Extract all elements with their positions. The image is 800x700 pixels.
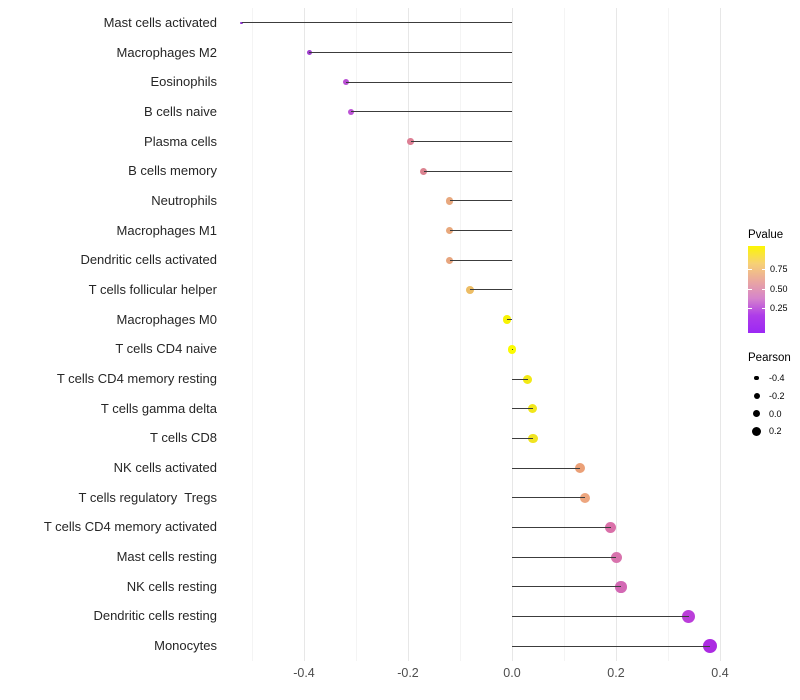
gridline-minor xyxy=(564,8,565,661)
lollipop-segment xyxy=(512,645,710,647)
lollipop-segment xyxy=(512,497,585,499)
category-label: Dendritic cells activated xyxy=(80,252,217,268)
category-label: B cells naive xyxy=(144,103,217,119)
gridline-minor xyxy=(252,8,253,661)
data-point xyxy=(615,581,627,593)
category-label: Neutrophils xyxy=(151,192,217,208)
pearson-legend-dot xyxy=(752,426,761,436)
gridline-minor xyxy=(460,8,461,661)
data-point xyxy=(528,433,538,444)
gridline-major xyxy=(304,8,305,661)
category-label: T cells CD8 xyxy=(150,430,217,446)
data-point xyxy=(523,374,533,384)
data-point xyxy=(528,404,538,414)
category-label: Mast cells resting xyxy=(116,549,217,565)
pearson-legend-title: Pearson xyxy=(748,352,791,364)
data-point xyxy=(702,639,717,654)
pvalue-tick-label: 0.25 xyxy=(770,303,788,313)
category-label: Macrophages M0 xyxy=(116,311,217,327)
pvalue-tick-label: 0.75 xyxy=(770,264,788,274)
pvalue-tick-label: 0.50 xyxy=(770,283,788,294)
pvalue-colorbar-tick-mark xyxy=(761,269,765,270)
category-label: Macrophages M1 xyxy=(116,222,217,238)
lollipop-segment xyxy=(512,586,622,588)
data-point xyxy=(574,463,585,474)
lollipop-segment xyxy=(512,348,513,350)
gridline-major xyxy=(408,8,409,661)
lollipop-segment xyxy=(423,170,512,172)
x-tick-label: -0.4 xyxy=(293,666,315,680)
pearson-legend-dot xyxy=(752,409,761,418)
category-label: NK cells resting xyxy=(126,578,217,594)
category-label: T cells gamma delta xyxy=(100,400,217,416)
pearson-legend-label: 0.2 xyxy=(769,426,782,436)
pvalue-colorbar-tick-mark xyxy=(761,308,765,309)
category-label: T cells CD4 naive xyxy=(115,341,217,357)
lollipop-segment xyxy=(449,200,512,202)
data-point xyxy=(682,609,696,623)
pearson-legend-label: -0.2 xyxy=(769,391,785,401)
lollipop-segment xyxy=(512,378,528,380)
lollipop-segment xyxy=(512,526,611,528)
pearson-legend-label: -0.4 xyxy=(769,373,785,383)
category-label: Eosinophils xyxy=(150,74,218,90)
lollipop-segment xyxy=(470,289,512,291)
gridline-minor xyxy=(356,8,357,661)
lollipop-segment xyxy=(506,319,512,321)
category-label: T cells CD4 memory activated xyxy=(43,519,217,535)
gridline-major xyxy=(512,8,513,661)
pvalue-legend-title: Pvalue xyxy=(748,229,784,241)
category-label: Mast cells activated xyxy=(103,14,217,30)
category-label: T cells CD4 memory resting xyxy=(56,371,217,387)
pvalue-colorbar-tick-mark xyxy=(748,288,752,290)
x-tick-label: 0.0 xyxy=(503,666,521,680)
category-label: Dendritic cells resting xyxy=(93,608,217,624)
data-point xyxy=(610,551,622,563)
lollipop-segment xyxy=(512,615,689,617)
lollipop-segment xyxy=(512,467,580,469)
x-tick-label: 0.4 xyxy=(711,666,729,680)
pearson-legend-dot xyxy=(754,375,759,381)
category-label: B cells memory xyxy=(128,163,217,179)
lollipop-segment xyxy=(449,259,512,261)
pvalue-colorbar-tick-mark xyxy=(761,288,765,290)
lollipop-segment xyxy=(512,408,533,410)
category-label: Monocytes xyxy=(154,638,217,654)
pvalue-colorbar-tick-mark xyxy=(748,269,752,270)
category-label: Plasma cells xyxy=(144,133,217,149)
lollipop-segment xyxy=(350,111,512,113)
lollipop-segment xyxy=(410,141,512,143)
lollipop-segment xyxy=(345,81,512,83)
category-label: Macrophages M2 xyxy=(116,44,217,60)
x-tick-label: 0.2 xyxy=(607,666,625,680)
category-label: T cells regulatory Tregs xyxy=(78,489,217,505)
gridline-minor xyxy=(668,8,669,661)
data-point xyxy=(579,492,591,503)
lollipop-segment xyxy=(512,556,616,558)
gridline-major xyxy=(720,8,721,661)
pearson-legend-label: 0.0 xyxy=(769,408,782,419)
lollipop-segment xyxy=(449,230,512,232)
lollipop-segment xyxy=(241,22,512,24)
pvalue-colorbar xyxy=(748,246,765,333)
lollipop-segment xyxy=(512,437,533,439)
lollipop-segment xyxy=(309,52,512,54)
pvalue-colorbar-tick-mark xyxy=(748,308,752,309)
gridline-major xyxy=(616,8,617,661)
category-label: T cells follicular helper xyxy=(88,281,217,297)
pearson-legend-dot xyxy=(753,393,760,399)
category-label: NK cells activated xyxy=(113,460,217,476)
x-tick-label: -0.2 xyxy=(397,666,419,680)
data-point xyxy=(605,521,617,533)
